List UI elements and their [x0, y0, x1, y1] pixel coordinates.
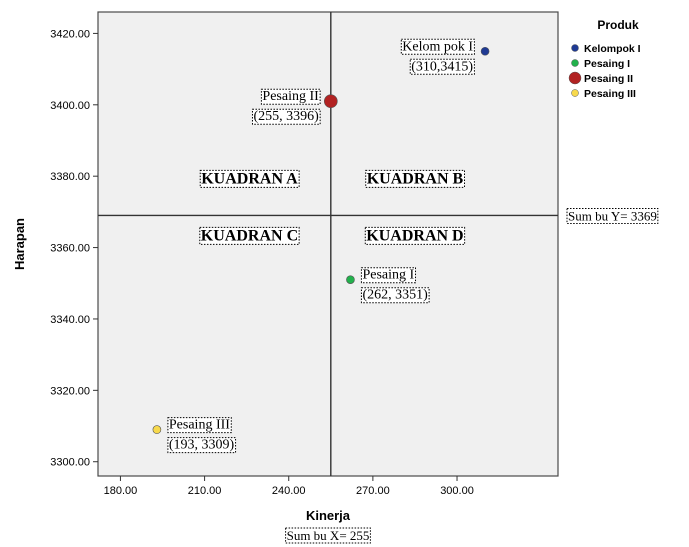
point-label-box [360, 287, 430, 304]
point-label-box [167, 417, 232, 434]
point-label-box [167, 437, 237, 454]
reference-y-label-box [566, 207, 659, 224]
data-point [346, 275, 355, 284]
x-tick-label: 210.00 [188, 485, 222, 497]
y-axis-title: Harapan [12, 218, 27, 270]
point-label-box [251, 108, 321, 125]
point-label-coords: (310,3415) [411, 59, 473, 74]
y-tick-label: 3340.00 [50, 314, 90, 326]
point-label-name: Pesaing II [262, 89, 319, 104]
legend-item-label: Pesaing III [584, 88, 636, 100]
legend-item-label: Pesaing II [584, 73, 633, 85]
x-tick-label: 270.00 [356, 485, 390, 497]
point-label-name: Pesaing III [169, 418, 230, 433]
quadrant-label: KUADRAN C [201, 227, 298, 244]
data-point [324, 94, 338, 109]
y-tick-label: 3320.00 [50, 385, 90, 397]
point-label-name: Kelom pok I [402, 39, 473, 54]
legend-marker [571, 59, 579, 67]
y-tick-label: 3420.00 [50, 28, 90, 40]
x-tick-label: 180.00 [104, 485, 138, 497]
quadrant-label: KUADRAN A [201, 170, 298, 187]
point-label-box [400, 38, 475, 55]
legend-marker [571, 89, 579, 97]
quadrant-label: KUADRAN B [367, 170, 464, 187]
y-tick-label: 3380.00 [50, 171, 90, 183]
quadrant-label-box [364, 226, 466, 245]
quadrant-label-box [199, 226, 300, 245]
x-axis-title: Kinerja [306, 508, 351, 523]
point-label-coords: (193, 3309) [169, 438, 235, 453]
point-label-coords: (262, 3351) [362, 288, 428, 303]
point-label-coords: (255, 3396) [253, 109, 319, 124]
quadrant-label-box [199, 169, 300, 188]
reference-x-label-box [285, 527, 371, 544]
reference-x-label: Sum bu X= 255 [287, 528, 370, 543]
legend-marker [571, 44, 579, 52]
y-tick-label: 3360.00 [50, 243, 90, 255]
plot-area [97, 11, 559, 477]
point-label-box [260, 88, 321, 105]
point-label-name: Pesaing I [362, 268, 414, 283]
legend-item-label: Kelompok I [584, 43, 641, 55]
legend-marker [568, 71, 582, 85]
x-tick-label: 300.00 [440, 485, 474, 497]
legend-title: Produk [597, 18, 639, 32]
legend-item-label: Pesaing I [584, 58, 630, 70]
quadrant-label-box [365, 169, 465, 188]
data-point [480, 46, 490, 56]
data-point [152, 425, 162, 434]
y-tick-label: 3400.00 [50, 100, 90, 112]
x-tick-label: 240.00 [272, 485, 306, 497]
point-label-box [409, 58, 475, 75]
y-tick-label: 3300.00 [50, 457, 90, 469]
reference-y-label: Sum bu Y= 3369 [568, 208, 657, 223]
point-label-box [360, 267, 416, 284]
quadrant-label: KUADRAN D [366, 227, 463, 244]
